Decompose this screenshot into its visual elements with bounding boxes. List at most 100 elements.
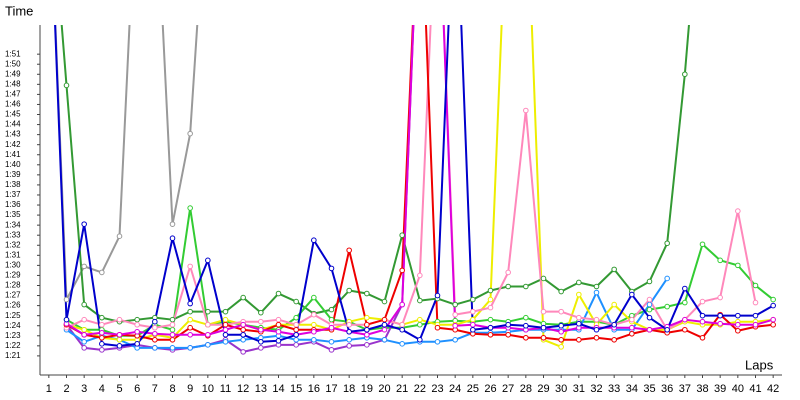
data-point [81,221,87,227]
data-point [434,324,441,331]
data-point [558,336,564,343]
data-point [293,298,299,305]
x-tick-label: 17 [325,383,337,395]
data-point [540,334,547,341]
data-point [593,326,600,333]
x-tick-label: 8 [169,383,175,395]
data-point [222,331,229,338]
data-point [311,321,317,328]
x-tick-label: 33 [608,383,620,395]
data-point [293,326,299,333]
data-point [487,296,494,303]
data-point [169,336,176,343]
plot-area [54,25,776,355]
data-point [187,263,193,270]
data-point [558,288,564,295]
x-tick-label: 5 [116,383,122,395]
data-point [646,296,653,303]
data-point [328,316,335,323]
x-tick-label: 11 [220,383,231,395]
data-point [699,241,706,248]
data-point [523,322,529,329]
data-point [81,326,87,333]
data-point [99,314,105,321]
data-point [611,336,617,343]
y-axis-title: Time [5,3,33,18]
data-point [152,318,158,325]
data-point [99,347,105,353]
data-point [611,321,617,328]
x-tick-label: 13 [255,383,267,395]
data-point [417,321,423,328]
data-point [364,290,370,297]
data-point [593,283,600,290]
data-point [275,338,282,344]
data-point [629,316,635,323]
data-point [311,328,317,335]
data-point [99,329,105,336]
data-point [222,326,229,333]
data-point [682,299,688,306]
data-point [735,321,741,328]
data-point [169,316,176,323]
data-point [487,331,494,338]
data-point [187,324,193,331]
x-tick-label: 31 [573,383,585,395]
data-point [717,320,723,327]
data-point [735,208,741,214]
data-point [417,336,423,343]
data-point [63,82,70,89]
x-tick-label: 18 [343,383,355,395]
data-point [770,296,776,303]
y-tick-label: 1:38 [5,180,21,189]
data-point [558,344,564,350]
data-point [752,321,759,328]
y-tick-label: 1:28 [5,281,21,290]
data-point [328,347,335,353]
x-axis-title: Laps [745,357,774,372]
y-tick-label: 1:27 [5,291,21,300]
y-tick-label: 1:40 [5,160,21,169]
data-point [576,336,582,343]
data-point [699,312,706,319]
data-point [346,247,352,254]
data-point [258,339,264,345]
data-point [346,336,352,343]
data-point [364,314,370,321]
y-tick-label: 1:36 [5,200,21,209]
data-point [505,283,511,290]
data-point [240,336,246,343]
data-point [505,269,511,276]
y-tick-label: 1:47 [5,90,21,99]
data-point [523,283,529,290]
data-point [540,324,547,331]
data-point [381,326,388,333]
data-point [664,275,670,282]
y-tick-label: 1:21 [5,351,21,360]
x-tick-label: 3 [81,383,87,395]
x-tick-label: 15 [290,383,302,395]
data-point [558,328,564,335]
data-point [240,326,246,333]
x-tick-label: 24 [449,383,461,395]
data-point [470,316,476,323]
data-point [134,341,140,347]
data-point [328,306,335,313]
data-point [770,316,776,323]
data-point [682,71,688,78]
data-point [205,308,211,315]
x-tick-label: 23 [431,383,443,395]
data-point [152,324,158,331]
data-point [63,316,70,323]
data-point [81,345,87,351]
data-point [258,318,264,325]
data-point [452,301,458,308]
data-point [134,321,140,328]
x-tick-label: 1 [46,383,52,395]
data-point [311,237,317,244]
data-point [346,287,352,294]
data-point [169,345,176,351]
data-point [275,290,282,297]
data-point [540,308,547,315]
